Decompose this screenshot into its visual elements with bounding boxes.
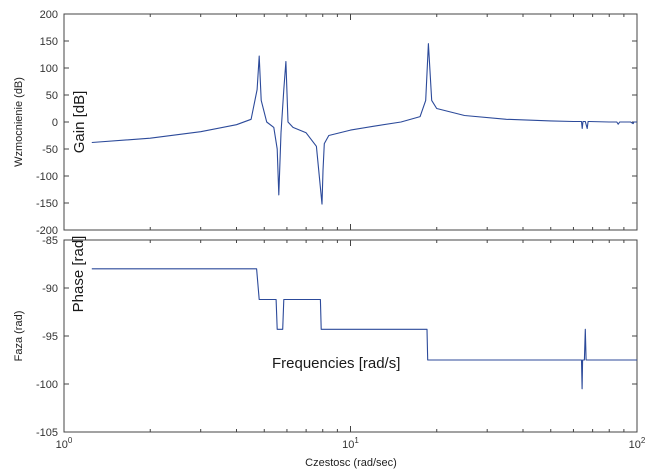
- gain-y-axis-label: Wzmocnienie (dB): [13, 77, 25, 167]
- y-tick-label: -95: [42, 331, 58, 343]
- gain-annotation: Gain [dB]: [71, 91, 88, 154]
- phase-x-ticks: 100 101 102: [56, 240, 646, 451]
- x-axis-label: Czestosc (rad/sec): [305, 457, 397, 469]
- y-tick-label: -90: [42, 283, 58, 295]
- phase-y-ticks: -85 -90 -95 -100 -105: [36, 235, 637, 439]
- phase-y-axis-label: Faza (rad): [13, 311, 25, 362]
- gain-panel: 200 150 100 50 0 -50 -100 -150 -200 Wzmocnienie …: [13, 9, 638, 237]
- gain-y-ticks: 200 150 100 50 0 -50 -100 -150 -200: [36, 9, 637, 237]
- gain-x-ticks: [149, 14, 625, 230]
- y-tick-label: 150: [40, 36, 58, 48]
- phase-annotation: Phase [rad]: [70, 236, 87, 313]
- x-tick-label: 100: [56, 436, 73, 451]
- y-tick-label: -85: [42, 235, 58, 247]
- phase-panel: -85 -90 -95 -100 -105 100 101 102 Faza (rad) P…: [13, 235, 646, 469]
- x-tick-label: 101: [342, 436, 359, 451]
- y-tick-label: 100: [40, 63, 58, 75]
- y-tick-label: 50: [46, 90, 58, 102]
- y-tick-label: -100: [36, 379, 58, 391]
- x-tick-label: 102: [629, 436, 646, 451]
- gain-series-line: [91, 43, 637, 205]
- y-tick-label: 200: [40, 9, 58, 21]
- frequencies-annotation: Frequencies [rad/s]: [272, 355, 400, 372]
- y-tick-label: -105: [36, 427, 58, 439]
- y-tick-label: -50: [42, 144, 58, 156]
- phase-series-line: [91, 268, 637, 390]
- y-tick-label: 0: [52, 117, 58, 129]
- y-tick-label: -150: [36, 198, 58, 210]
- gain-plot-frame: [63, 13, 638, 231]
- y-tick-label: -100: [36, 171, 58, 183]
- y-tick-label: -200: [36, 225, 58, 237]
